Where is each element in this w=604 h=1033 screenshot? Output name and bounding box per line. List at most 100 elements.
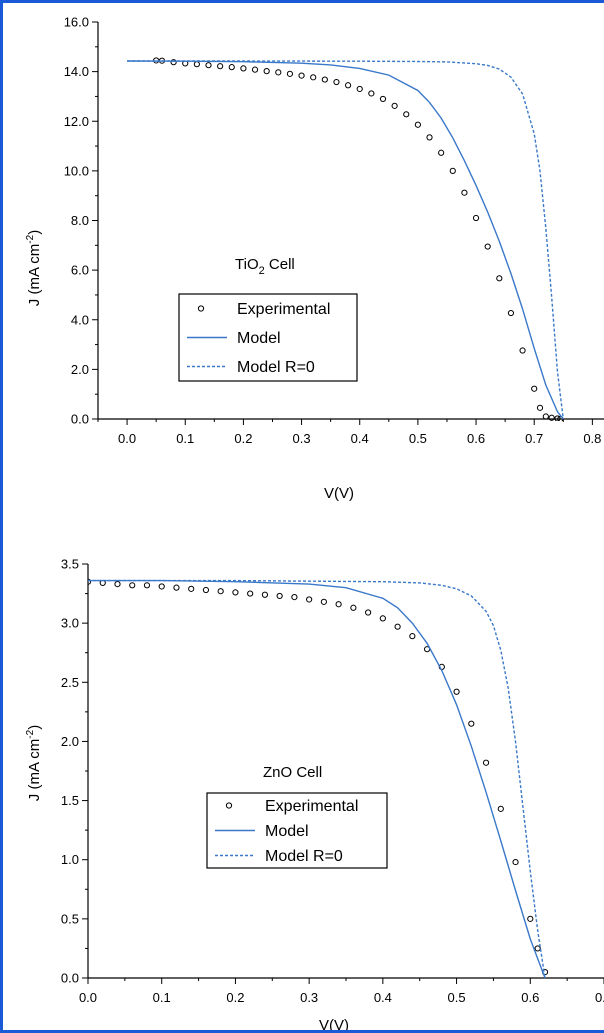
experimental-point [426,134,433,141]
annotation-main: TiO [235,256,259,273]
y-axis-label-close: ) [26,230,43,235]
experimental-point [507,309,515,317]
experimental-point [320,598,327,605]
experimental-point [247,590,254,597]
experimental-point [403,111,410,118]
experimental-point [438,149,445,156]
experimental-point [240,65,247,72]
experimental-point [461,189,468,196]
x-tick-label: 0.4 [374,990,392,1005]
legend-label: Model [265,823,309,840]
y-tick-label: 3.5 [61,557,79,572]
y-tick-label: 0.0 [61,971,79,986]
experimental-point [449,167,456,174]
y-axis-label: J (mA cm-2) [25,725,43,801]
x-tick-label: 0.6 [521,990,539,1005]
experimental-point [114,581,121,588]
experimental-point [205,62,212,69]
experimental-point [527,915,534,922]
experimental-point [484,243,491,250]
y-axis-label: J (mA cm-2) [25,230,43,306]
experimental-point [88,578,92,585]
experimental-point [391,102,398,109]
y-tick-label: 10.0 [64,163,89,178]
experimental-point [414,121,421,128]
x-tick-label: 0.6 [467,431,485,446]
model-r0-line [127,60,564,420]
plot-area [127,57,564,421]
experimental-point [453,688,460,695]
x-tick-label: 0.3 [293,431,311,446]
experimental-point [365,609,372,616]
y-tick-label: 1.5 [61,793,79,808]
experimental-point [542,413,549,420]
experimental-point [409,633,416,640]
x-tick-label: 0.7 [525,431,543,446]
experimental-point [512,858,519,866]
experimental-point [193,61,200,68]
y-tick-label: 16.0 [64,15,89,30]
experimental-point [356,85,363,93]
x-tick-label: 0.3 [300,990,318,1005]
annotation-main: ZnO Cell [263,764,322,781]
experimental-point [275,69,282,76]
experimental-point [554,415,561,421]
series-model [127,60,564,420]
model-line [127,60,564,420]
y-tick-label: 0.0 [71,412,89,427]
experimental-point [276,592,283,600]
experimental-point [291,594,298,601]
experimental-point [394,623,401,630]
experimental-point [306,596,313,603]
experimental-point [129,582,136,589]
x-axis-label: V(V) [319,1017,349,1030]
experimental-point [482,759,490,766]
legend-label: Experimental [265,798,358,815]
experimental-point [310,74,317,81]
experimental-point [497,805,504,812]
x-tick-label: 0.2 [234,431,252,446]
experimental-point [350,604,357,611]
experimental-point [379,95,387,103]
experimental-point [143,582,151,589]
x-tick-label: 0.8 [583,431,601,446]
experimental-point [333,78,340,86]
cell-annotation: ZnO Cell [263,764,322,781]
x-tick-label: 0.1 [176,431,194,446]
annotation-tail: Cell [265,256,295,273]
y-tick-label: 0.5 [61,911,79,926]
x-tick-label: 0.0 [118,431,136,446]
experimental-point [170,59,177,66]
experimental-point [286,70,294,77]
y-tick-label: 6.0 [71,263,89,278]
cell-annotation: TiO2 Cell [235,256,295,277]
y-tick-label: 1.0 [61,852,79,867]
y-axis-label-main: J (mA cm [26,244,43,307]
y-tick-label: 8.0 [71,213,89,228]
legend-label: Model [237,330,281,347]
experimental-point [158,583,165,590]
y-tick-label: 12.0 [64,114,89,129]
experimental-point [217,63,224,70]
x-axis-label: V(V) [324,485,354,502]
experimental-point [232,589,239,596]
series-experimental [88,578,549,976]
y-axis-label-main: J (mA cm [26,739,43,802]
legend: Experimental Model Model R=0 [206,792,388,869]
legend-marker-experimental [225,802,233,809]
legend: Experimental Model Model R=0 [178,293,358,382]
series-model-r-0 [127,60,564,420]
y-axis-label-sup: -2 [25,729,36,738]
series-model [88,579,546,979]
x-tick-label: 0.7 [595,990,604,1005]
experimental-point [202,586,210,594]
figure-svg: 0.0 0.1 0.2 0.3 0.4 0.5 0.6 0.7 0.8 0.0 2.0 4.0 6.0 8… [25,15,604,1030]
chart-bottom: 0.0 0.1 0.2 0.3 0.4 0.5 0.6 0.7 0.0 0.5 1.0 1.5 2.0 2… [25,557,604,1030]
y-tick-label: 2.5 [61,675,79,690]
experimental-point [251,66,259,73]
y-axis-label-sup: -2 [25,234,36,243]
experimental-point [536,404,544,411]
y-tick-label: 14.0 [64,64,89,79]
x-tick-label: 0.2 [226,990,244,1005]
